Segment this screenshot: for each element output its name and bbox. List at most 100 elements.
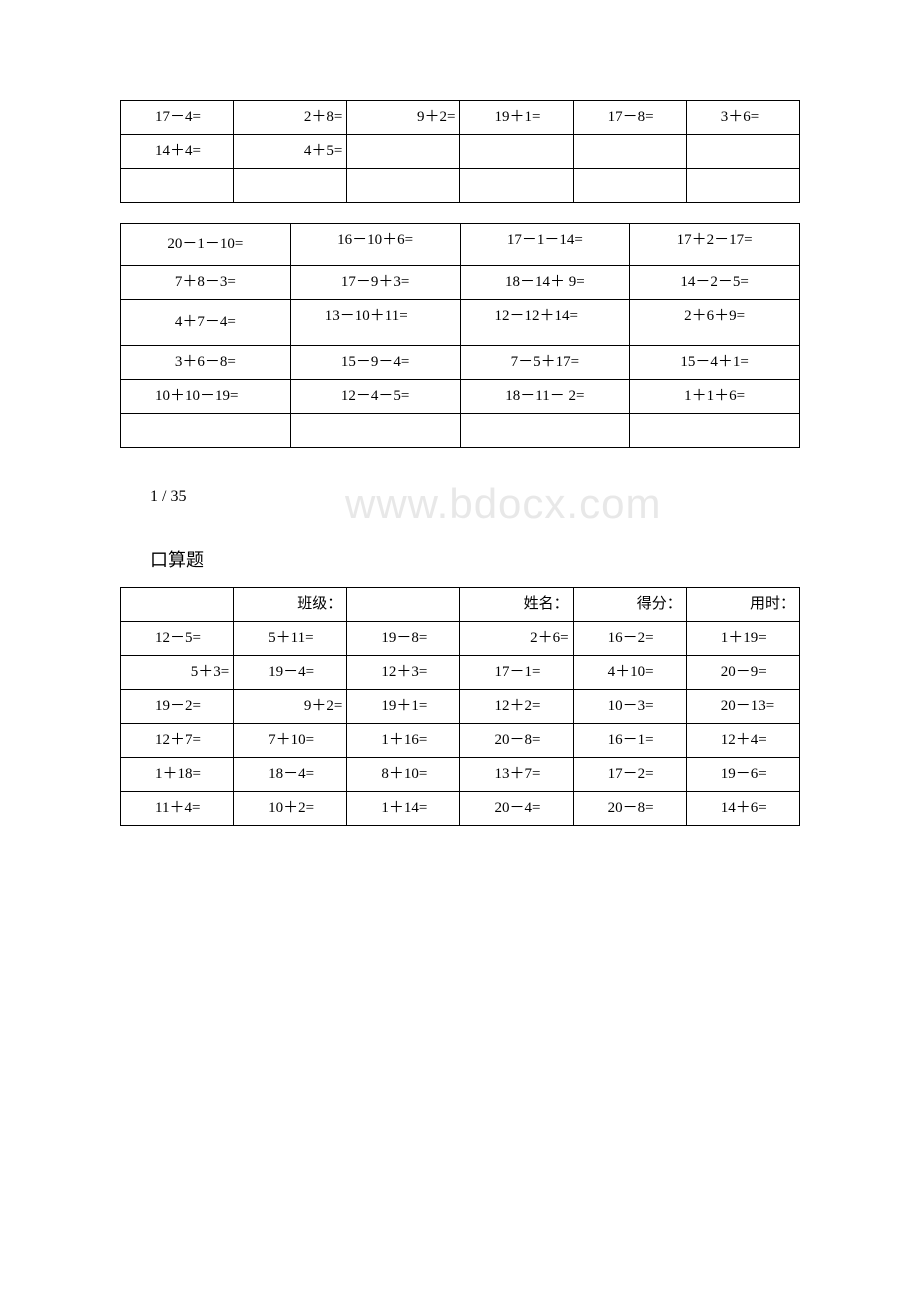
expression: 1＋1＋6= bbox=[684, 388, 745, 404]
math-cell: 17－1= bbox=[460, 656, 573, 690]
expression: 20－8= bbox=[494, 732, 540, 748]
math-cell: 10－3= bbox=[573, 690, 686, 724]
math-cell: 1＋18= bbox=[121, 758, 234, 792]
math-table-3: 班级： 姓名： 得分： 用时： 12－5= 5＋11= 19－8= 2＋6= 1… bbox=[120, 587, 800, 826]
math-cell: 9＋2= bbox=[347, 101, 460, 135]
expression: 19＋1= bbox=[494, 109, 540, 125]
expression: 15－9－4= bbox=[341, 354, 409, 370]
math-cell: 19－6= bbox=[686, 758, 799, 792]
page-number: 1 / 35 bbox=[150, 488, 800, 506]
expression: 17－1= bbox=[494, 664, 540, 680]
math-cell: 12－4－5= bbox=[290, 380, 460, 414]
expression: 7＋8－3= bbox=[175, 274, 236, 290]
expression: 19－6= bbox=[721, 766, 767, 782]
expression: 14－2－5= bbox=[680, 274, 748, 290]
math-cell bbox=[347, 135, 460, 169]
table-row: 20－1－10= 16－10＋6= 17－1－14= 17＋2－17= bbox=[121, 224, 800, 266]
expression: 2＋6＋9= bbox=[684, 308, 745, 324]
math-cell: 17＋2－17= bbox=[630, 224, 800, 266]
expression: 1＋16= bbox=[381, 732, 427, 748]
table-row: 17－4= 2＋8= 9＋2= 19＋1= 17－8= 3＋6= bbox=[121, 101, 800, 135]
math-cell bbox=[460, 414, 630, 448]
expression: 19－2= bbox=[155, 698, 201, 714]
expression: 13＋7= bbox=[494, 766, 540, 782]
math-cell: 16－10＋6= bbox=[290, 224, 460, 266]
expression: 12＋3= bbox=[381, 664, 427, 680]
math-cell: 20－13= bbox=[686, 690, 799, 724]
expression: 19＋1= bbox=[381, 698, 427, 714]
math-cell: 10＋2= bbox=[234, 792, 347, 826]
expression: 5＋11= bbox=[268, 630, 313, 646]
math-cell: 5＋11= bbox=[234, 622, 347, 656]
expression: 17－1－14= bbox=[507, 232, 583, 248]
name-label: 姓名： bbox=[524, 596, 569, 612]
class-label: 班级： bbox=[297, 596, 342, 612]
table-row: 1＋18= 18－4= 8＋10= 13＋7= 17－2= 19－6= bbox=[121, 758, 800, 792]
table-row: 10＋10－19= 12－4－5= 18－11－ 2= 1＋1＋6= bbox=[121, 380, 800, 414]
expression: 17＋2－17= bbox=[677, 232, 753, 248]
expression: 9＋2= bbox=[304, 698, 342, 714]
expression: 2＋8= bbox=[304, 109, 342, 125]
expression: 12－12＋14= bbox=[495, 308, 578, 324]
math-cell: 14＋6= bbox=[686, 792, 799, 826]
expression: 8＋10= bbox=[381, 766, 427, 782]
math-cell: 13＋7= bbox=[460, 758, 573, 792]
math-cell: 5＋3= bbox=[121, 656, 234, 690]
math-cell: 2＋6= bbox=[460, 622, 573, 656]
score-label: 得分： bbox=[637, 596, 682, 612]
table-row: 14＋4= 4＋5= bbox=[121, 135, 800, 169]
math-cell bbox=[121, 414, 291, 448]
expression: 20－1－10= bbox=[167, 236, 243, 252]
math-cell: 3＋6－8= bbox=[121, 346, 291, 380]
math-table-2: 20－1－10= 16－10＋6= 17－1－14= 17＋2－17= 7＋8－… bbox=[120, 223, 800, 448]
expression: 17－2= bbox=[608, 766, 654, 782]
expression: 16－2= bbox=[608, 630, 654, 646]
math-cell: 12＋3= bbox=[347, 656, 460, 690]
table-row bbox=[121, 414, 800, 448]
math-cell: 4＋5= bbox=[234, 135, 347, 169]
header-cell bbox=[347, 588, 460, 622]
math-cell: 20－8= bbox=[573, 792, 686, 826]
math-cell bbox=[290, 414, 460, 448]
expression: 14＋6= bbox=[721, 800, 767, 816]
math-cell: 2＋8= bbox=[234, 101, 347, 135]
math-cell: 16－1= bbox=[573, 724, 686, 758]
expression: 20－13= bbox=[721, 698, 774, 714]
math-cell: 17－1－14= bbox=[460, 224, 630, 266]
math-cell: 20－1－10= bbox=[121, 224, 291, 266]
math-cell: 14＋4= bbox=[121, 135, 234, 169]
header-cell-class: 班级： bbox=[234, 588, 347, 622]
math-cell: 19－8= bbox=[347, 622, 460, 656]
table-row: 12＋7= 7＋10= 1＋16= 20－8= 16－1= 12＋4= bbox=[121, 724, 800, 758]
math-cell bbox=[686, 169, 799, 203]
math-cell: 12＋2= bbox=[460, 690, 573, 724]
math-cell: 7＋8－3= bbox=[121, 266, 291, 300]
math-cell: 18－4= bbox=[234, 758, 347, 792]
expression: 12－5= bbox=[155, 630, 201, 646]
expression: 9＋2= bbox=[417, 109, 455, 125]
expression: 18－11－ 2= bbox=[505, 388, 584, 404]
math-cell: 14－2－5= bbox=[630, 266, 800, 300]
expression: 17－9＋3= bbox=[341, 274, 409, 290]
math-cell: 12－5= bbox=[121, 622, 234, 656]
math-cell: 17－8= bbox=[573, 101, 686, 135]
expression: 17－4= bbox=[155, 109, 201, 125]
math-cell: 19＋1= bbox=[347, 690, 460, 724]
math-cell: 8＋10= bbox=[347, 758, 460, 792]
math-cell: 19＋1= bbox=[460, 101, 573, 135]
header-cell-time: 用时： bbox=[686, 588, 799, 622]
math-cell: 20－9= bbox=[686, 656, 799, 690]
math-cell bbox=[573, 169, 686, 203]
math-cell: 4＋10= bbox=[573, 656, 686, 690]
math-cell: 17－4= bbox=[121, 101, 234, 135]
math-cell bbox=[121, 169, 234, 203]
math-cell: 1＋16= bbox=[347, 724, 460, 758]
table-row: 19－2= 9＋2= 19＋1= 12＋2= 10－3= 20－13= bbox=[121, 690, 800, 724]
math-cell: 4＋7－4= bbox=[121, 300, 291, 346]
expression: 18－4= bbox=[268, 766, 314, 782]
expression: 10＋2= bbox=[268, 800, 314, 816]
math-cell: 1＋1＋6= bbox=[630, 380, 800, 414]
table-row: 11＋4= 10＋2= 1＋14= 20－4= 20－8= 14＋6= bbox=[121, 792, 800, 826]
expression: 10＋10－19= bbox=[155, 388, 238, 404]
time-label: 用时： bbox=[750, 596, 795, 612]
